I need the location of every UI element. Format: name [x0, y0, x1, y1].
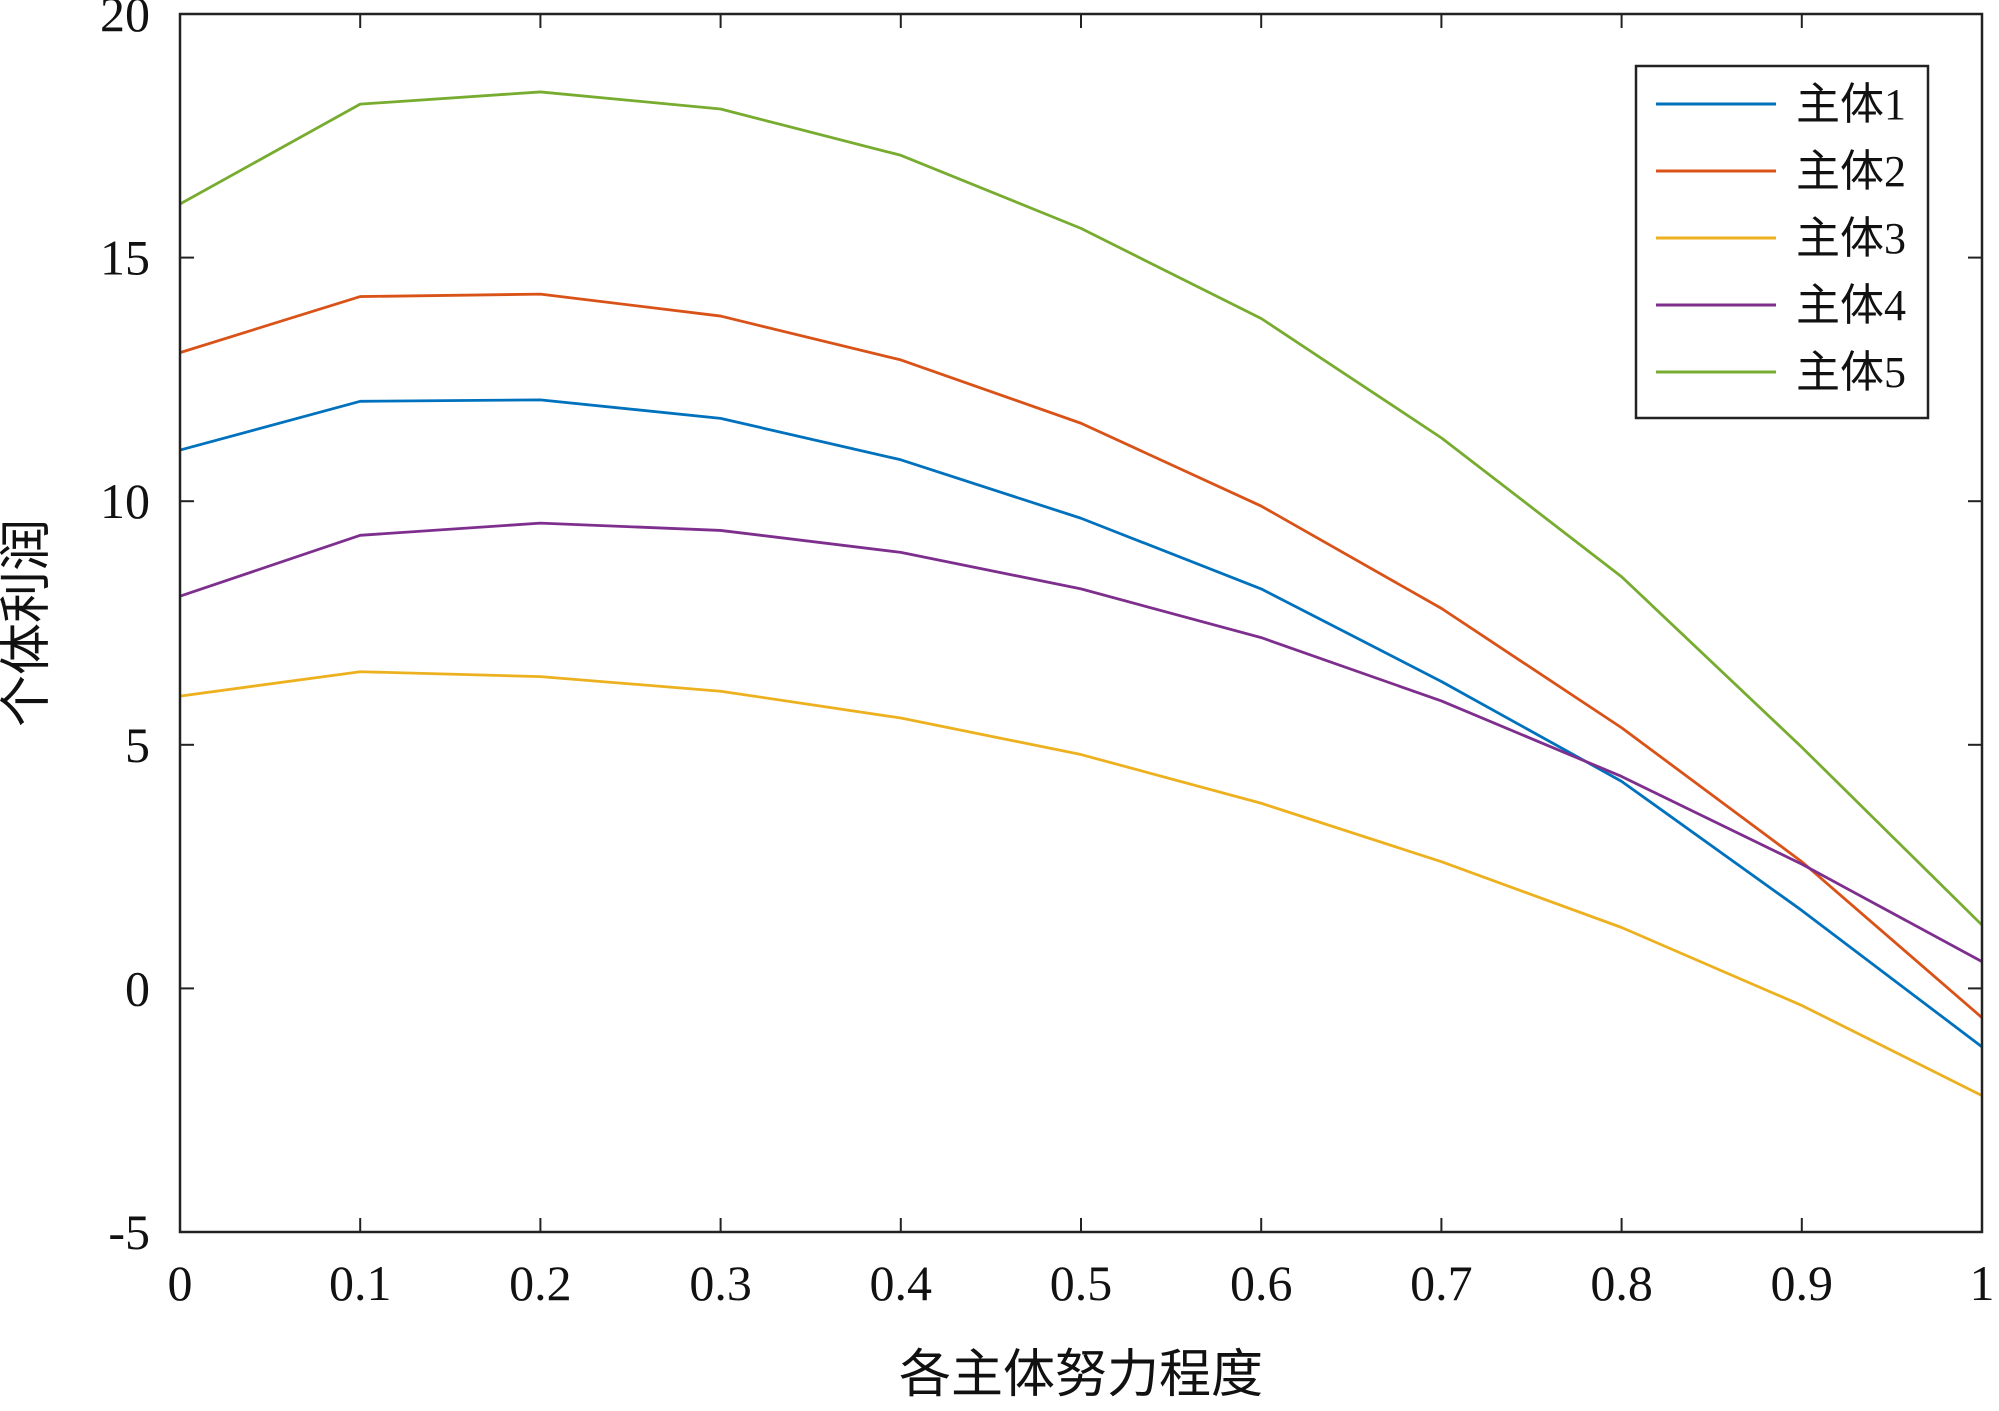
x-tick-label: 1	[1970, 1255, 1995, 1311]
y-tick-label: 10	[100, 473, 150, 529]
legend-label-5: 主体5	[1796, 348, 1906, 397]
legend-label-1: 主体1	[1796, 80, 1906, 129]
legend-label-2: 主体2	[1796, 147, 1906, 196]
y-axis-title: 个体利润	[0, 519, 56, 727]
x-tick-label: 0	[168, 1255, 193, 1311]
series-lines	[179, 90, 1983, 1097]
x-axis-title: 各主体努力程度	[899, 1347, 1263, 1404]
y-tick-label: -5	[108, 1204, 150, 1260]
y-tick-labels: 20 15 10 5 0 -5	[100, 0, 150, 1260]
legend-label-3: 主体3	[1796, 214, 1906, 263]
series-line-4	[179, 521, 1983, 963]
series-line-5	[179, 90, 1983, 927]
series-line-2	[179, 292, 1983, 1019]
y-tick-label: 0	[125, 960, 150, 1016]
x-tick-label: 0.9	[1771, 1255, 1834, 1311]
y-tick-label: 20	[100, 0, 150, 42]
x-tick-label: 0.8	[1590, 1255, 1653, 1311]
x-tick-labels: 0 0.1 0.2 0.3 0.4 0.5 0.6 0.7 0.8 0.9 1	[168, 1255, 1995, 1311]
tick-marks	[179, 13, 1983, 1233]
legend-box	[1634, 64, 1930, 420]
legend-label-4: 主体4	[1796, 281, 1906, 330]
legend: 主体1 主体2 主体3 主体4 主体5	[1634, 64, 1930, 420]
x-tick-label: 0.5	[1050, 1255, 1113, 1311]
x-tick-label: 0.7	[1410, 1255, 1473, 1311]
x-tick-label: 0.2	[509, 1255, 572, 1311]
y-tick-label: 15	[100, 230, 150, 286]
x-tick-label: 0.3	[689, 1255, 752, 1311]
y-tick-label: 5	[125, 717, 150, 773]
x-tick-label: 0.1	[329, 1255, 392, 1311]
x-tick-label: 0.4	[870, 1255, 933, 1311]
x-tick-label: 0.6	[1230, 1255, 1293, 1311]
series-line-1	[179, 398, 1983, 1048]
series-line-3	[179, 670, 1983, 1097]
